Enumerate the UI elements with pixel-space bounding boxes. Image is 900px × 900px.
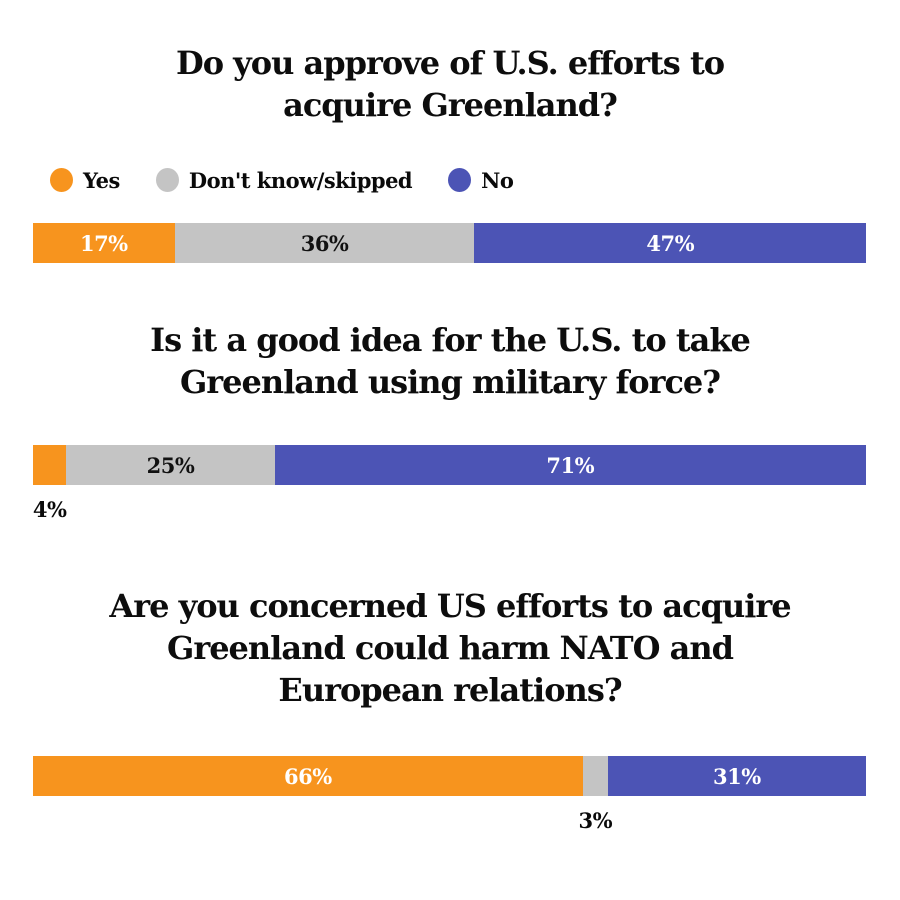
bar-segment-value-label: 17% bbox=[79, 230, 128, 256]
stacked-bar-nato-relations: 66% 3% 31% bbox=[33, 756, 866, 833]
bar-segment-don-t-know-skipped: 25% bbox=[66, 445, 275, 485]
bar-segment-no: 71% bbox=[274, 445, 866, 485]
legend-dot-yes-icon bbox=[50, 168, 73, 192]
chart-title-approve-acquire: Do you approve of U.S. efforts to acquir… bbox=[175, 44, 725, 124]
legend-label-no: No bbox=[481, 167, 514, 193]
bar-segment-no: 47% bbox=[474, 223, 866, 263]
legend-item-yes: Yes bbox=[50, 168, 120, 193]
legend-label-dont-know: Don't know/skipped bbox=[188, 167, 413, 193]
bar-segment-value-label: 4% bbox=[32, 497, 67, 522]
bar-segment-yes: 66% bbox=[33, 756, 583, 796]
stacked-bar-approve-acquire: 17% 36% 47% bbox=[33, 223, 866, 263]
legend-dot-dont-know-icon bbox=[155, 168, 179, 192]
chart-approve-acquire: Do you approve of U.S. efforts to acquir… bbox=[0, 0, 900, 263]
bar-segment-value-label: 25% bbox=[146, 452, 195, 478]
chart-nato-relations: Are you concerned US efforts to acquire … bbox=[0, 485, 900, 833]
bar-segment-value-label: 66% bbox=[284, 763, 332, 789]
bar-segment-don-t-know-skipped: 3% bbox=[578, 756, 613, 833]
bar-segment-yes: 4% bbox=[33, 445, 67, 522]
bar-segment-no: 31% bbox=[607, 756, 866, 796]
bar-segment-value-label: 71% bbox=[546, 452, 595, 478]
chart-title-nato-relations: Are you concerned US efforts to acquire … bbox=[109, 587, 791, 709]
bar-segment-value-label: 47% bbox=[646, 230, 695, 256]
legend-dot-no-icon bbox=[448, 168, 472, 192]
bar-segment-value-label: 36% bbox=[300, 230, 349, 256]
bar-segment-don-t-know-skipped: 36% bbox=[174, 223, 475, 263]
legend-item-no: No bbox=[448, 167, 514, 193]
bar-segment-value-label: 3% bbox=[578, 808, 613, 833]
chart-military-force: Is it a good idea for the U.S. to take G… bbox=[0, 263, 900, 522]
chart-title-military-force: Is it a good idea for the U.S. to take G… bbox=[150, 321, 751, 401]
bar-segment-value-label: 31% bbox=[713, 763, 761, 789]
legend-label-yes: Yes bbox=[83, 167, 120, 193]
bar-segment-yes: 17% bbox=[33, 223, 175, 263]
legend: Yes Don't know/skipped No bbox=[0, 166, 900, 194]
stacked-bar-military-force: 4% 25% 71% bbox=[33, 445, 866, 522]
legend-item-dont-know: Don't know/skipped bbox=[155, 167, 413, 193]
